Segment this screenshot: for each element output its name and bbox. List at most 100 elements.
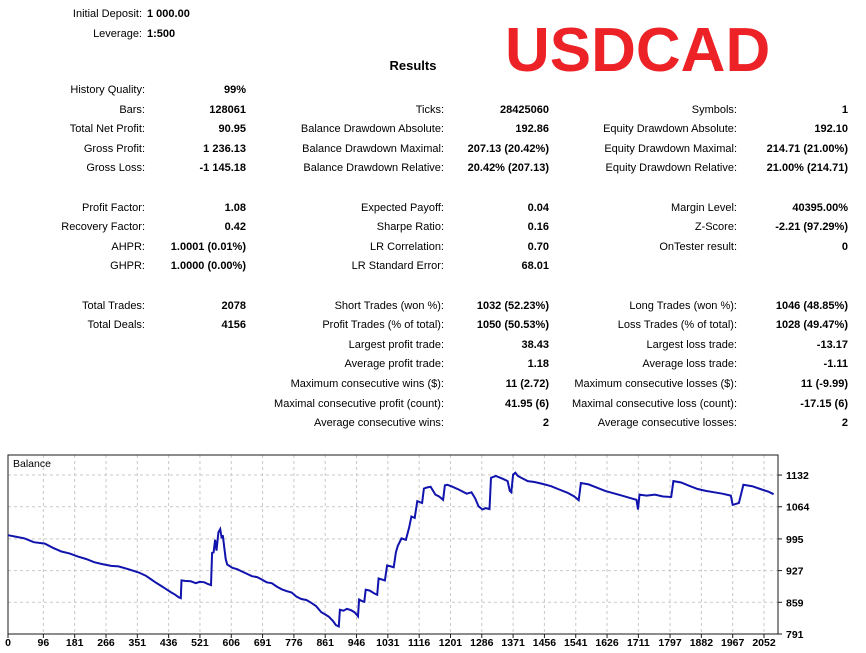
stat-value: -1.11 [823,358,848,371]
stat-value: -2.21 (97.29%) [775,221,848,234]
x-axis-label: 1541 [564,637,588,649]
stat-label: LR Standard Error: [351,260,444,273]
x-axis-label: 1201 [439,637,463,649]
stat-value: 99% [223,84,246,96]
stat-value: 11 (-9.99) [800,378,848,390]
stat-value: 21.00% (214.71) [766,162,848,175]
stat-label: Maximum consecutive wins ($): [290,378,444,390]
stat-row: Balance Drawdown Absolute: 192.86 [160,122,549,137]
y-axis-label: 1132 [786,470,809,482]
stat-label: Balance Drawdown Absolute: [300,123,444,136]
leverage-value: 1:500 [147,27,176,40]
stat-label: Gross Loss: [86,162,145,175]
x-axis-label: 436 [160,637,178,649]
stat-row: Gross Profit: 1 236.13 [0,142,246,157]
stat-label: Maximum consecutive losses ($): [574,378,737,390]
stat-value: 1.18 [527,358,549,371]
stat-value: 1.0000 (0.00%) [170,260,246,273]
balance-line [7,471,775,629]
stat-row: Margin Level: 40395.00% [450,201,848,216]
x-axis-label: 606 [222,637,240,649]
stat-row: Average profit trade: 1.18 [160,357,549,372]
stat-row: Ticks: 28425060 [160,103,549,118]
stat-label: Profit Trades (% of total): [322,319,444,332]
stats-column-middle: Ticks: 28425060 Balance Drawdown Absolute:… [160,83,549,443]
stat-label: Ticks: [415,103,444,116]
stat-label: Total Trades: [82,299,145,312]
stat-label: Average consecutive wins: [313,417,444,430]
stat-value: 0.70 [527,240,549,253]
stat-row: OnTester result: 0 [450,240,848,255]
stat-value: 192.86 [515,123,549,136]
stat-label: Symbols: [691,103,737,116]
stat-row: History Quality: 99% [0,83,246,98]
stat-label: Long Trades (won %): [629,299,737,312]
stat-value: 2 [542,417,549,430]
stat-row: Profit Factor: 1.08 [0,201,246,216]
stat-value: 1032 (52.23%) [476,299,549,312]
stat-label: Total Net Profit: [69,123,145,136]
x-axis-label: 2052 [752,637,776,649]
stat-label: Largest profit trade: [348,338,444,351]
x-axis-label: 1882 [690,637,714,649]
initial-deposit-label: Initial Deposit: [72,8,142,20]
stat-row: Average loss trade: -1.11 [450,357,848,372]
stat-label: GHPR: [110,260,145,273]
stat-row: Balance Drawdown Maximal: 207.13 (20.42%) [160,142,549,157]
stat-label: AHPR: [111,240,145,253]
stat-label: Recovery Factor: [61,221,145,234]
results-title: Results [389,58,437,73]
stat-value: 192.10 [814,123,848,136]
stat-row: Loss Trades (% of total): 1028 (49.47%) [450,318,848,333]
stat-label: Largest loss trade: [646,338,738,351]
stat-row: Largest profit trade: 38.43 [160,338,549,353]
stat-value: 128061 [209,103,246,116]
stat-label: Balance Drawdown Relative: [303,162,444,175]
stat-value: 4156 [221,319,246,332]
stat-label: Expected Payoff: [361,201,444,214]
y-axis-label: 995 [786,534,804,546]
stat-value: 11 (2.72) [505,378,549,390]
stat-row: Maximal consecutive loss (count): -17.15 … [450,397,848,412]
stat-row: Total Deals: 4156 [0,318,246,333]
deposit-summary: Initial Deposit: 1 000.00 Leverage: 1:50… [0,7,190,46]
x-axis-label: 0 [5,637,11,649]
stat-value: -1 145.18 [199,162,246,175]
stat-label: Loss Trades (% of total): [617,319,737,332]
x-axis-label: 1967 [721,637,745,649]
stat-row: Symbols: 1 [450,103,848,118]
stat-value: 1046 (48.85%) [775,299,848,312]
stat-row: Equity Drawdown Maximal: 214.71 (21.00%) [450,142,848,157]
chart-title: Balance [13,458,51,470]
stat-value: -13.17 [816,338,848,351]
stat-label: Average consecutive losses: [597,417,737,430]
stat-value: 0.42 [224,221,246,234]
stat-label: Equity Drawdown Relative: [605,162,737,175]
stat-value: 2078 [221,299,246,312]
x-axis-label: 96 [38,637,50,649]
x-axis-label: 351 [129,637,147,649]
stat-label: Short Trades (won %): [334,299,444,312]
stat-row: Gross Loss: -1 145.18 [0,161,246,176]
stat-row: Average consecutive wins: 2 [160,416,549,431]
stat-value: 2 [841,417,848,430]
initial-deposit-row: Initial Deposit: 1 000.00 [0,7,190,27]
stat-row: Maximal consecutive profit (count): 41.95… [160,397,549,412]
stat-value: 1.0001 (0.01%) [170,240,246,253]
x-axis-label: 1626 [595,637,619,649]
stat-value: 90.95 [218,123,246,136]
stat-value: 214.71 (21.00%) [766,142,848,155]
stat-label: Sharpe Ratio: [376,221,444,234]
stat-row: Sharpe Ratio: 0.16 [160,220,549,235]
leverage-row: Leverage: 1:500 [0,27,190,47]
stat-row: Equity Drawdown Relative: 21.00% (214.71) [450,161,848,176]
stat-row: Balance Drawdown Relative: 20.42% (207.13… [160,161,549,176]
x-axis-label: 1116 [408,637,430,649]
stat-label: Gross Profit: [83,142,145,155]
stat-row: Z-Score: -2.21 (97.29%) [450,220,848,235]
x-axis-label: 181 [66,637,84,649]
stat-row: Profit Trades (% of total): 1050 (50.53%) [160,318,549,333]
stat-row: Expected Payoff: 0.04 [160,201,549,216]
y-axis-label: 791 [786,629,804,641]
stat-value: 1050 (50.53%) [476,319,549,332]
